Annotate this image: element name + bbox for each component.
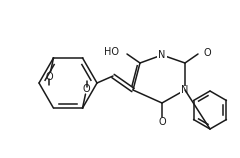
Bar (157, 51, 167, 59)
Text: N: N (181, 85, 189, 95)
Text: O: O (83, 84, 90, 94)
Text: HO: HO (104, 47, 119, 57)
Bar (180, 86, 190, 94)
Text: N: N (158, 50, 166, 60)
Text: O: O (203, 48, 211, 58)
Text: O: O (158, 117, 166, 127)
Text: O: O (46, 72, 53, 82)
